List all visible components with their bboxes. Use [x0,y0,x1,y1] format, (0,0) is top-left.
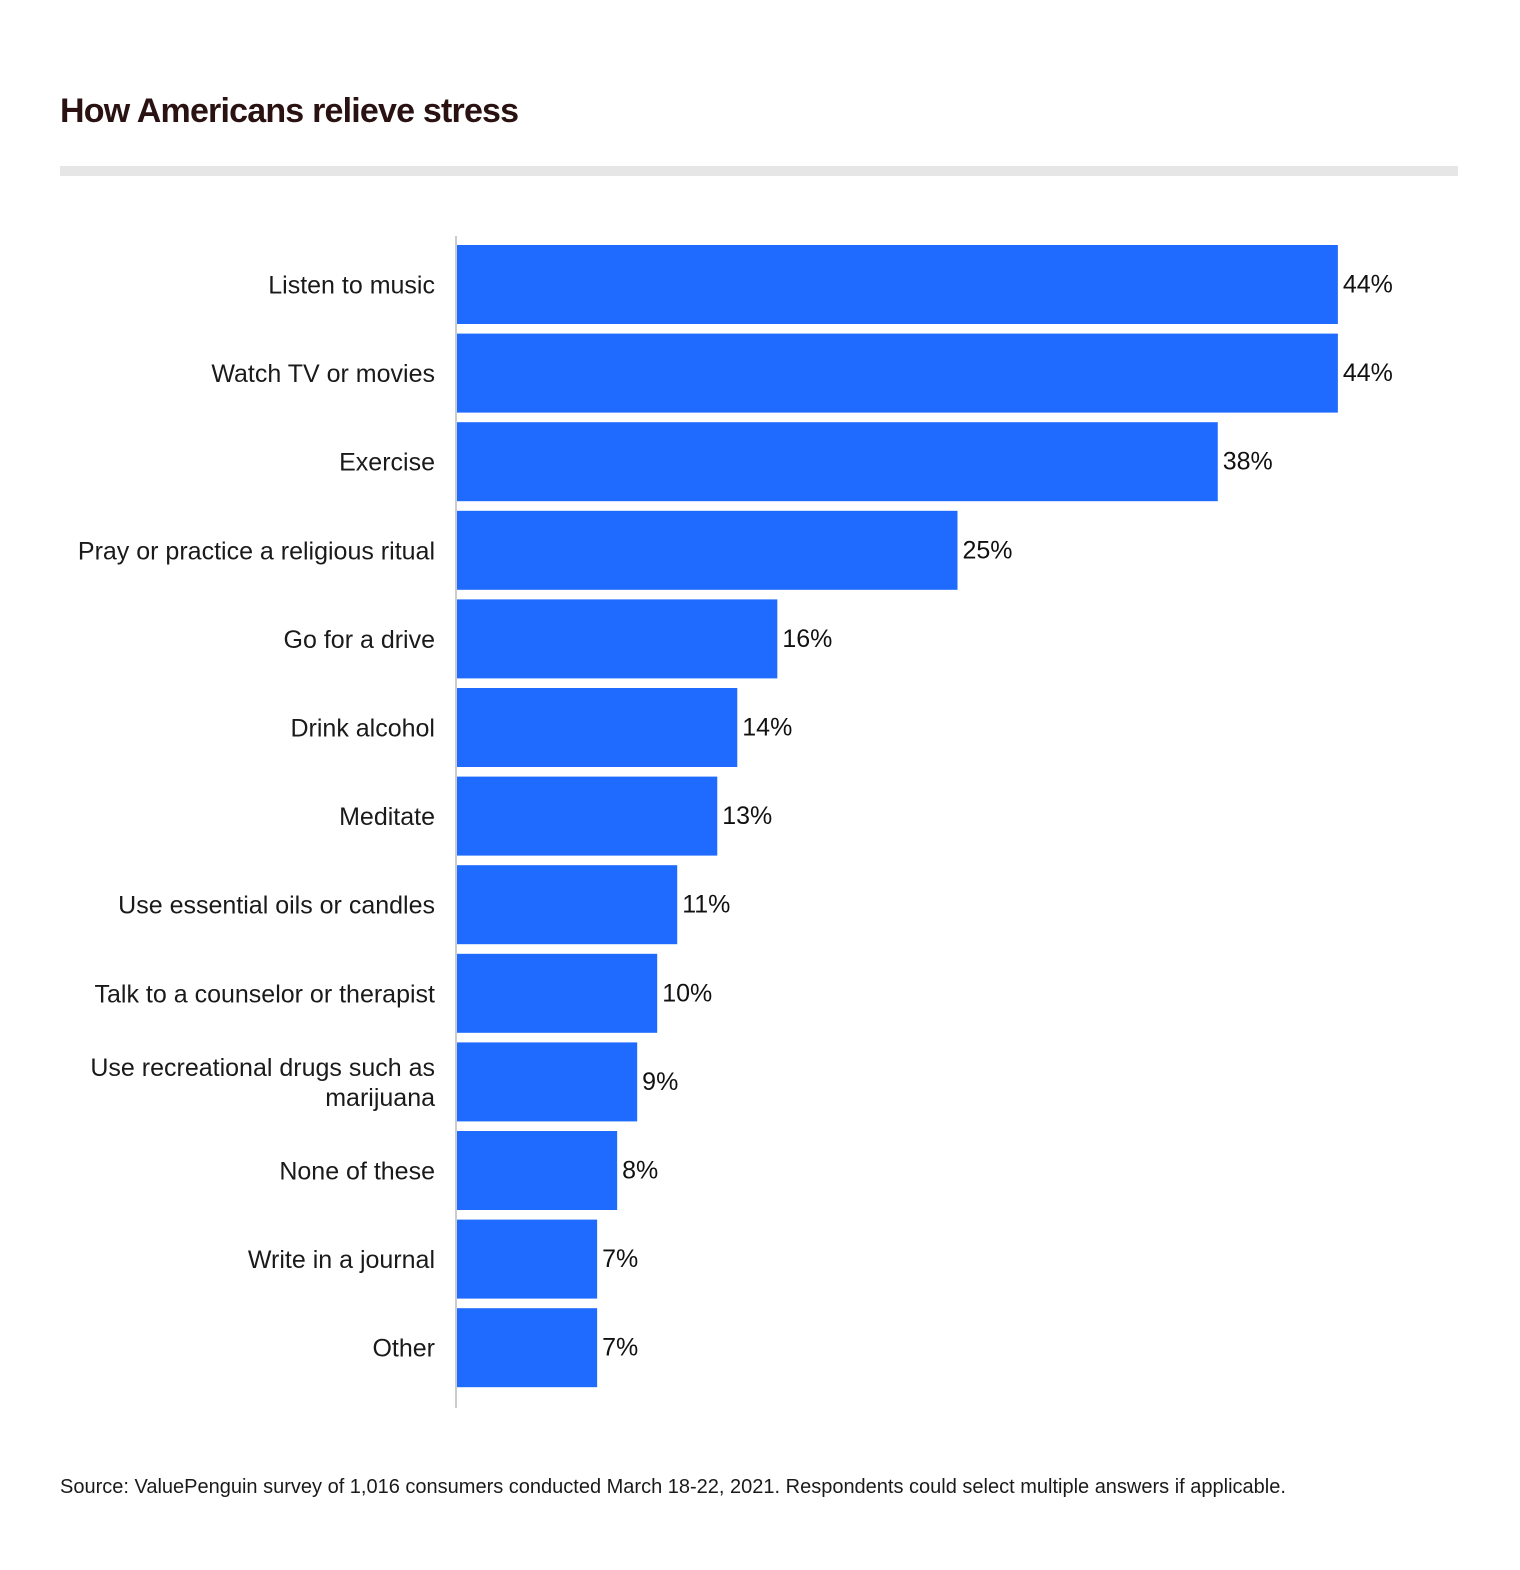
category-label: Exercise [339,449,435,477]
value-label: 7% [602,1334,638,1362]
bar [457,1219,598,1299]
value-label: 16% [782,625,832,653]
category-label: Talk to a counselor or therapist [95,980,436,1008]
category-label: None of these [279,1158,435,1186]
category-label: Write in a journal [248,1246,435,1274]
chart-title: How Americans relieve stress [60,92,519,130]
category-label: Listen to music [268,272,435,300]
category-label: Use recreational drugs such as marijuana [90,1054,435,1112]
bar [457,688,738,767]
bar [457,333,1338,413]
value-label: 9% [642,1068,678,1096]
value-label: 25% [963,536,1013,564]
bar [457,953,658,1033]
bars-group: Listen to music 44% Watch TV or movies 44% E… [78,245,1393,1388]
bar [457,599,778,679]
bar [457,422,1218,502]
value-label: 10% [662,979,712,1007]
source-note: Source: ValuePenguin survey of 1,016 con… [60,1476,1286,1498]
value-label: 7% [602,1245,638,1273]
bar [457,776,718,856]
value-label: 13% [722,802,772,830]
bar [457,865,678,945]
category-label: Pray or practice a religious ritual [78,537,435,565]
title-divider [60,166,1458,176]
value-label: 8% [622,1157,658,1185]
category-label: Drink alcohol [290,715,435,743]
bar [457,245,1338,324]
category-label: Other [372,1335,435,1363]
bar-chart: Listen to music 44% Watch TV or movies 44% E… [78,236,1393,1408]
bar [457,1308,598,1388]
category-label: Go for a drive [284,626,435,654]
value-label: 11% [682,891,730,919]
category-label: Meditate [339,803,435,831]
value-label: 14% [742,714,792,742]
category-label: Use essential oils or candles [118,892,435,920]
value-label: 38% [1223,448,1273,476]
value-label: 44% [1343,359,1393,387]
bar [457,1042,638,1122]
category-label: Watch TV or movies [211,360,435,388]
bar [457,1131,618,1210]
value-label: 44% [1343,271,1393,299]
bar [457,510,958,590]
